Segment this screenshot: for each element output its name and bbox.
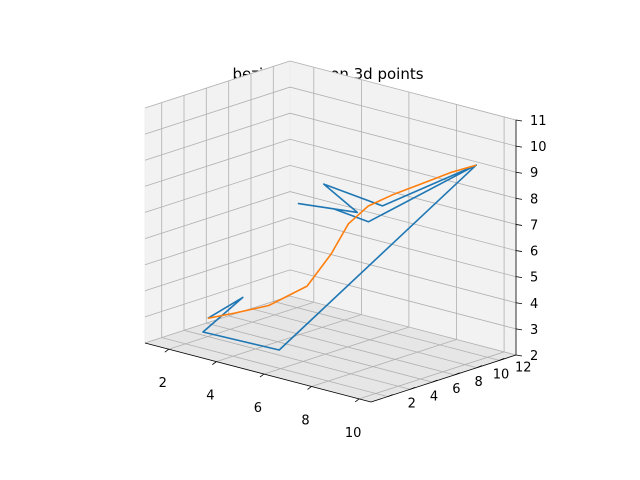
- y-axis-line: [370, 354, 517, 403]
- y-tick: [409, 386, 416, 390]
- grid-z: [144, 86, 517, 147]
- z-tick-label: 3: [530, 323, 538, 338]
- z-tick: [515, 171, 523, 174]
- plot-lines: [202, 164, 478, 351]
- grid-z: [144, 191, 517, 251]
- z-tick-label: 5: [530, 271, 538, 286]
- y-tick-label: 4: [430, 389, 438, 404]
- x-tick-label: 4: [206, 389, 214, 404]
- grid-z: [144, 138, 517, 199]
- grid-z: [144, 217, 517, 278]
- axes-panes: [143, 60, 518, 403]
- y-tick-label: 12: [515, 360, 532, 375]
- z-tick: [515, 145, 523, 148]
- grid-z: [144, 60, 517, 121]
- z-tick-label: 10: [530, 140, 547, 155]
- grid-z: [144, 243, 517, 304]
- z-tick-label: 7: [530, 218, 538, 233]
- grid-z: [144, 112, 517, 173]
- y-tick-label: 10: [493, 368, 510, 383]
- z-tick-label: 11: [530, 114, 547, 129]
- z-tick: [515, 197, 523, 200]
- z-tick-label: 2: [530, 349, 538, 364]
- z-tick-label: 9: [530, 166, 538, 181]
- y-tick-label: 6: [452, 382, 460, 397]
- axis-lines: [144, 120, 517, 403]
- y-tick-label: 2: [408, 397, 416, 412]
- z-tick: [515, 302, 523, 305]
- x-tick: [212, 361, 217, 365]
- z-tick: [515, 354, 523, 357]
- side-pane: [144, 60, 291, 344]
- grid-z: [144, 295, 517, 356]
- y-tick: [476, 365, 483, 369]
- z-tick: [515, 224, 523, 226]
- z-tick-label: 8: [530, 192, 538, 207]
- y-tick: [499, 358, 505, 361]
- z-tick-label: 4: [530, 297, 538, 312]
- x-tick: [354, 398, 360, 403]
- x-tick: [164, 348, 170, 353]
- z-tick-label: 6: [530, 245, 538, 260]
- grid-z: [144, 164, 517, 225]
- x-tick-label: 8: [301, 413, 309, 428]
- x-tick: [259, 373, 265, 378]
- z-tick: [515, 119, 523, 122]
- series-line-0: [202, 164, 478, 351]
- z-tick: [515, 250, 523, 252]
- x-axis-line: [144, 342, 372, 403]
- y-tick: [454, 372, 460, 376]
- y-tick: [387, 394, 393, 397]
- x-tick-label: 10: [345, 426, 362, 441]
- x-tick-label: 2: [159, 376, 167, 391]
- grid-z: [144, 269, 517, 330]
- y-tick: [432, 379, 438, 383]
- y-tick-label: 8: [475, 375, 483, 390]
- series-line-1: [207, 164, 477, 320]
- z-tick: [515, 276, 523, 279]
- x-tick-label: 6: [254, 401, 262, 416]
- z-tick: [515, 328, 523, 331]
- x-tick: [307, 386, 312, 390]
